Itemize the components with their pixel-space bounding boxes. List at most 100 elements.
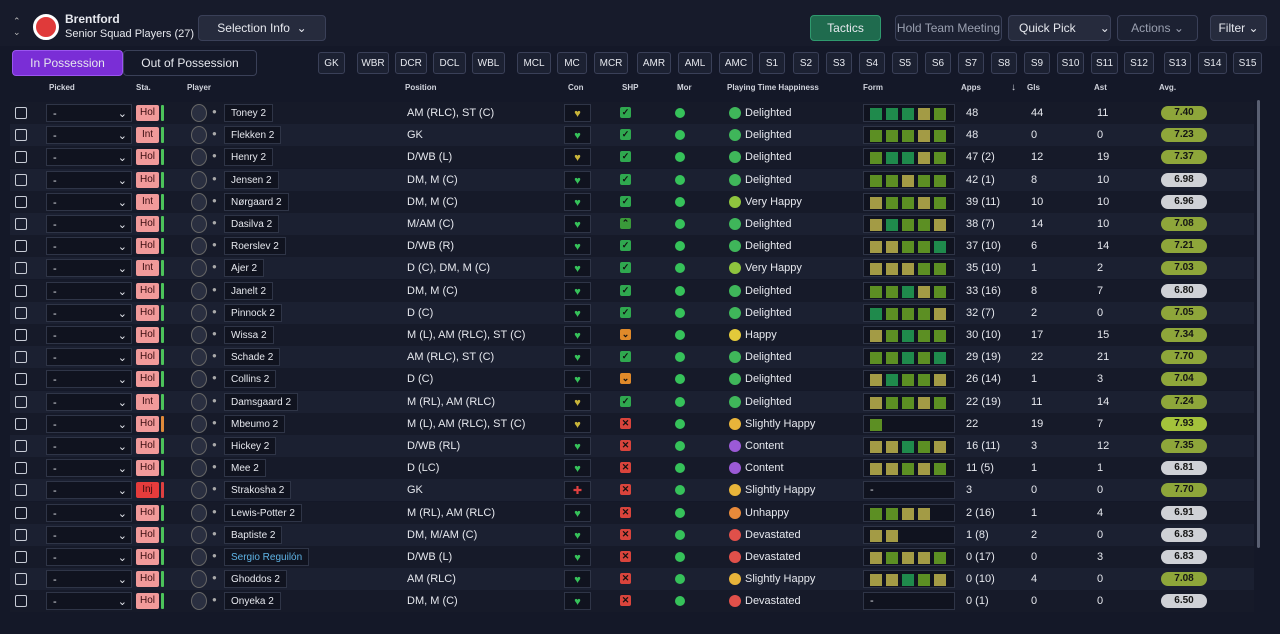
checkbox[interactable]: [15, 418, 27, 430]
checkbox[interactable]: [15, 462, 27, 474]
checkbox[interactable]: [15, 129, 27, 141]
column-header[interactable]: Mor: [677, 83, 692, 92]
position-button[interactable]: S6: [925, 52, 951, 74]
selection-info-button[interactable]: Selection Info ⌄: [198, 15, 326, 41]
player-row[interactable]: -⌄Hol●Roerslev 2D/WB (R)♥✓Delighted37 (1…: [10, 235, 1254, 257]
checkbox[interactable]: [15, 529, 27, 541]
player-name[interactable]: Mee 2: [224, 459, 266, 477]
tab-in-possession[interactable]: In Possession: [12, 50, 123, 76]
column-header[interactable]: Avg.: [1159, 83, 1176, 92]
player-name[interactable]: Strakosha 2: [224, 481, 291, 499]
picked-dropdown[interactable]: -⌄: [46, 237, 132, 255]
player-row[interactable]: -⌄Hol●Dasilva 2M/AM (C)♥⌃Delighted38 (7)…: [10, 213, 1254, 235]
hold-team-meeting-button[interactable]: Hold Team Meeting: [895, 15, 1002, 41]
scrollbar[interactable]: [1257, 100, 1260, 548]
player-name[interactable]: Henry 2: [224, 148, 273, 166]
position-button[interactable]: MC: [557, 52, 587, 74]
player-row[interactable]: -⌄Hol●Sergio ReguilónD/WB (L)♥✕Devastate…: [10, 546, 1254, 568]
player-row[interactable]: -⌄Hol●Onyeka 2DM, M (C)♥✕Devastated-0 (1…: [10, 590, 1254, 612]
picked-dropdown[interactable]: -⌄: [46, 393, 132, 411]
player-name[interactable]: Janelt 2: [224, 282, 273, 300]
quick-pick-button[interactable]: Quick Pick⌄: [1008, 15, 1111, 41]
position-button[interactable]: GK: [318, 52, 345, 74]
player-name[interactable]: Baptiste 2: [224, 526, 282, 544]
position-button[interactable]: S5: [892, 52, 918, 74]
column-header[interactable]: Ast: [1094, 83, 1107, 92]
checkbox[interactable]: [15, 218, 27, 230]
column-header[interactable]: Position: [405, 83, 437, 92]
player-row[interactable]: -⌄Hol●Mbeumo 2M (L), AM (RLC), ST (C)♥✕S…: [10, 413, 1254, 435]
player-row[interactable]: -⌄Int●Flekken 2GK♥✓Delighted48007.23: [10, 124, 1254, 146]
picked-dropdown[interactable]: -⌄: [46, 570, 132, 588]
picked-dropdown[interactable]: -⌄: [46, 126, 132, 144]
position-button[interactable]: AMC: [719, 52, 753, 74]
position-button[interactable]: DCR: [395, 52, 427, 74]
player-row[interactable]: -⌄Hol●Collins 2D (C)♥⌄Delighted26 (14)13…: [10, 368, 1254, 390]
player-name[interactable]: Toney 2: [224, 104, 273, 122]
player-name[interactable]: Flekken 2: [224, 126, 281, 144]
checkbox[interactable]: [15, 351, 27, 363]
position-button[interactable]: S8: [991, 52, 1017, 74]
checkbox[interactable]: [15, 329, 27, 341]
column-header[interactable]: Con: [568, 83, 584, 92]
column-header[interactable]: SHP: [622, 83, 638, 92]
player-row[interactable]: -⌄Hol●Janelt 2DM, M (C)♥✓Delighted33 (16…: [10, 280, 1254, 302]
player-row[interactable]: -⌄Hol●Wissa 2M (L), AM (RLC), ST (C)♥⌄Ha…: [10, 324, 1254, 346]
checkbox[interactable]: [15, 151, 27, 163]
picked-dropdown[interactable]: -⌄: [46, 326, 132, 344]
position-button[interactable]: S11: [1091, 52, 1118, 74]
position-button[interactable]: AMR: [637, 52, 671, 74]
player-name[interactable]: Ajer 2: [224, 259, 264, 277]
checkbox[interactable]: [15, 373, 27, 385]
player-row[interactable]: -⌄Hol●Schade 2AM (RLC), ST (C)♥✓Delighte…: [10, 346, 1254, 368]
picked-dropdown[interactable]: -⌄: [46, 304, 132, 322]
column-header[interactable]: Picked: [49, 83, 75, 92]
player-row[interactable]: -⌄Int●Nørgaard 2DM, M (C)♥✓Very Happy39 …: [10, 191, 1254, 213]
picked-dropdown[interactable]: -⌄: [46, 104, 132, 122]
filter-button[interactable]: Filter ⌄: [1210, 15, 1267, 41]
position-button[interactable]: WBL: [472, 52, 505, 74]
position-button[interactable]: S15: [1233, 52, 1262, 74]
player-row[interactable]: -⌄Hol●Pinnock 2D (C)♥✓Delighted32 (7)207…: [10, 302, 1254, 324]
position-button[interactable]: DCL: [433, 52, 466, 74]
player-name[interactable]: Sergio Reguilón: [224, 548, 309, 566]
checkbox[interactable]: [15, 196, 27, 208]
player-name[interactable]: Damsgaard 2: [224, 393, 298, 411]
checkbox[interactable]: [15, 440, 27, 452]
player-row[interactable]: -⌄Hol●Mee 2D (LC)♥✕Content11 (5)116.81: [10, 457, 1254, 479]
picked-dropdown[interactable]: -⌄: [46, 370, 132, 388]
picked-dropdown[interactable]: -⌄: [46, 481, 132, 499]
picked-dropdown[interactable]: -⌄: [46, 259, 132, 277]
picked-dropdown[interactable]: -⌄: [46, 193, 132, 211]
picked-dropdown[interactable]: -⌄: [46, 548, 132, 566]
position-button[interactable]: S7: [958, 52, 984, 74]
checkbox[interactable]: [15, 285, 27, 297]
player-name[interactable]: Nørgaard 2: [224, 193, 289, 211]
column-header[interactable]: Playing Time Happiness: [727, 83, 819, 92]
position-button[interactable]: MCL: [517, 52, 551, 74]
player-name[interactable]: Lewis-Potter 2: [224, 504, 302, 522]
column-header[interactable]: Player: [187, 83, 211, 92]
picked-dropdown[interactable]: -⌄: [46, 459, 132, 477]
position-button[interactable]: AML: [678, 52, 712, 74]
player-row[interactable]: -⌄Hol●Lewis-Potter 2M (RL), AM (RLC)♥✕Un…: [10, 502, 1254, 524]
position-button[interactable]: MCR: [594, 52, 628, 74]
checkbox[interactable]: [15, 507, 27, 519]
player-row[interactable]: -⌄Inj●Strakosha 2GK✚✕Slightly Happy-3007…: [10, 479, 1254, 501]
picked-dropdown[interactable]: -⌄: [46, 526, 132, 544]
picked-dropdown[interactable]: -⌄: [46, 415, 132, 433]
tab-out-of-possession[interactable]: Out of Possession: [123, 50, 257, 76]
player-name[interactable]: Hickey 2: [224, 437, 276, 455]
picked-dropdown[interactable]: -⌄: [46, 148, 132, 166]
checkbox[interactable]: [15, 107, 27, 119]
player-row[interactable]: -⌄Hol●Jensen 2DM, M (C)♥✓Delighted42 (1)…: [10, 169, 1254, 191]
checkbox[interactable]: [15, 551, 27, 563]
column-header[interactable]: Gls: [1027, 83, 1040, 92]
checkbox[interactable]: [15, 573, 27, 585]
actions-button[interactable]: Actions ⌄: [1117, 15, 1198, 41]
position-button[interactable]: S12: [1124, 52, 1154, 74]
picked-dropdown[interactable]: -⌄: [46, 437, 132, 455]
picked-dropdown[interactable]: -⌄: [46, 592, 132, 610]
position-button[interactable]: WBR: [357, 52, 389, 74]
picked-dropdown[interactable]: -⌄: [46, 282, 132, 300]
